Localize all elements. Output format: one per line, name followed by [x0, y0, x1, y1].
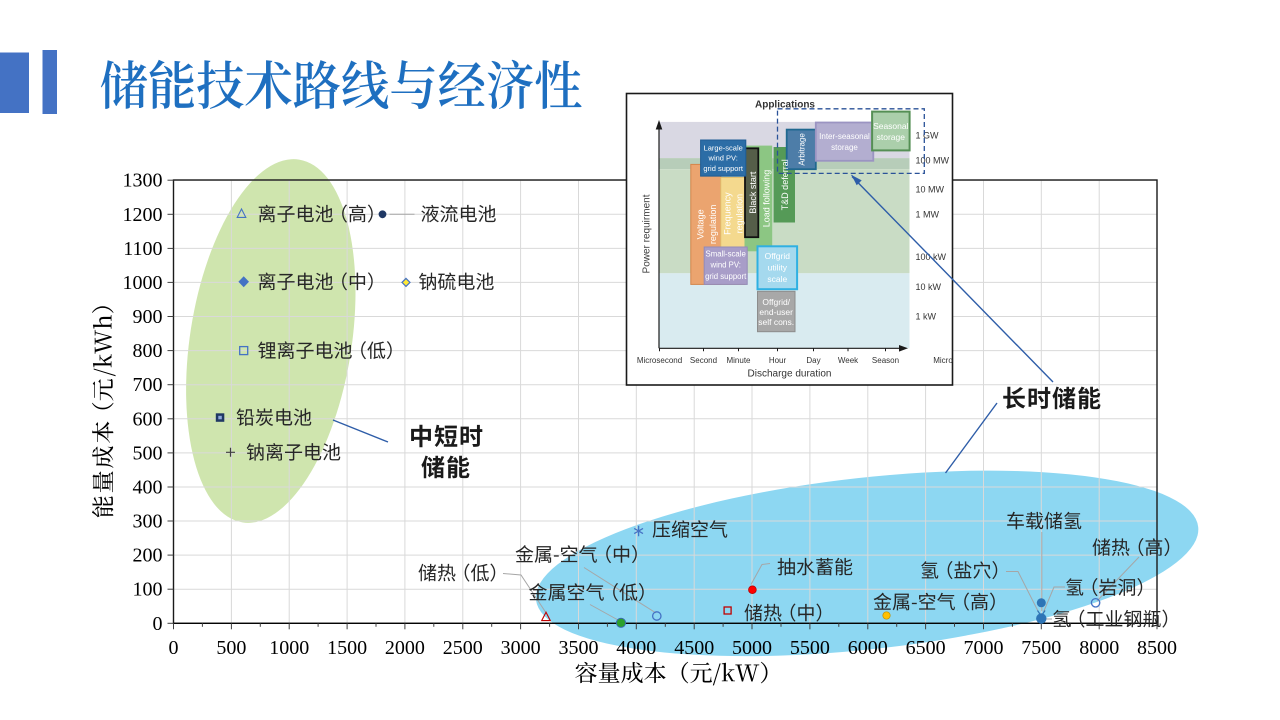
svg-text:wind PV:: wind PV:: [708, 154, 738, 163]
svg-text:grid support: grid support: [703, 164, 744, 173]
svg-text:5000: 5000: [732, 637, 772, 659]
svg-text:Day: Day: [806, 356, 820, 365]
svg-text:Applications: Applications: [755, 100, 815, 111]
svg-text:Microsecond: Microsecond: [637, 356, 682, 365]
svg-text:500: 500: [216, 637, 246, 659]
svg-text:self cons.: self cons.: [758, 317, 794, 327]
svg-text:Load following: Load following: [761, 170, 771, 228]
svg-text:regulation: regulation: [735, 194, 745, 234]
svg-text:900: 900: [133, 306, 163, 328]
svg-text:2500: 2500: [443, 637, 483, 659]
svg-text:6500: 6500: [906, 637, 946, 659]
svg-text:1200: 1200: [123, 204, 163, 226]
svg-text:0: 0: [153, 613, 163, 635]
svg-text:800: 800: [133, 340, 163, 362]
svg-text:Seasonal: Seasonal: [873, 121, 909, 131]
svg-text:Micro: Micro: [933, 356, 953, 365]
svg-text:3000: 3000: [501, 637, 541, 659]
svg-text:1500: 1500: [327, 637, 367, 659]
svg-text:Offgrid: Offgrid: [765, 251, 791, 261]
svg-text:Inter-seasonal: Inter-seasonal: [819, 132, 870, 141]
svg-text:5500: 5500: [790, 637, 830, 659]
svg-text:1 MW: 1 MW: [916, 210, 940, 220]
svg-text:8500: 8500: [1137, 637, 1177, 659]
svg-text:Minute: Minute: [726, 356, 751, 365]
svg-text:300: 300: [133, 511, 163, 533]
svg-text:7000: 7000: [964, 637, 1004, 659]
svg-text:scale: scale: [767, 274, 787, 284]
svg-text:1 GW: 1 GW: [916, 131, 940, 141]
svg-text:Second: Second: [690, 356, 717, 365]
svg-text:Power requirment: Power requirment: [642, 194, 653, 273]
svg-text:10 kW: 10 kW: [916, 282, 942, 292]
svg-text:4500: 4500: [674, 637, 714, 659]
svg-text:Discharge duration: Discharge duration: [748, 369, 832, 380]
svg-text:10 MW: 10 MW: [916, 185, 945, 195]
svg-text:1000: 1000: [123, 272, 163, 294]
svg-text:2000: 2000: [385, 637, 425, 659]
svg-text:6000: 6000: [848, 637, 888, 659]
svg-text:T&D deferral: T&D deferral: [780, 159, 790, 210]
svg-text:0: 0: [169, 637, 179, 659]
svg-text:Frequency: Frequency: [723, 192, 733, 235]
svg-text:500: 500: [133, 442, 163, 464]
svg-text:Small-scale: Small-scale: [706, 249, 746, 258]
svg-text:600: 600: [133, 408, 163, 430]
svg-text:200: 200: [133, 545, 163, 567]
svg-text:Large-scale: Large-scale: [704, 143, 743, 152]
svg-text:utility: utility: [768, 263, 788, 273]
svg-text:Season: Season: [872, 356, 899, 365]
svg-text:Offgrid/: Offgrid/: [762, 297, 790, 307]
svg-text:storage: storage: [831, 143, 858, 152]
svg-text:1000: 1000: [269, 637, 309, 659]
svg-text:regulation: regulation: [708, 205, 718, 245]
svg-text:end-user: end-user: [759, 307, 793, 317]
svg-text:wind PV:: wind PV:: [709, 261, 740, 270]
svg-text:Black start: Black start: [748, 171, 758, 214]
svg-text:7500: 7500: [1021, 637, 1061, 659]
svg-text:400: 400: [133, 477, 163, 499]
svg-text:100 MW: 100 MW: [916, 156, 950, 166]
svg-text:8000: 8000: [1079, 637, 1119, 659]
svg-text:Voltage: Voltage: [696, 209, 706, 239]
svg-text:1 kW: 1 kW: [916, 312, 937, 322]
svg-text:4000: 4000: [616, 637, 656, 659]
svg-text:Week: Week: [838, 356, 859, 365]
svg-text:grid support: grid support: [705, 272, 747, 281]
svg-text:1100: 1100: [123, 238, 162, 260]
svg-text:Arbitrage: Arbitrage: [798, 133, 807, 166]
svg-text:3500: 3500: [559, 637, 599, 659]
svg-text:storage: storage: [877, 132, 906, 142]
svg-text:100: 100: [133, 579, 163, 601]
svg-text:Hour: Hour: [769, 356, 787, 365]
svg-text:700: 700: [133, 374, 163, 396]
svg-text:1300: 1300: [123, 170, 163, 192]
